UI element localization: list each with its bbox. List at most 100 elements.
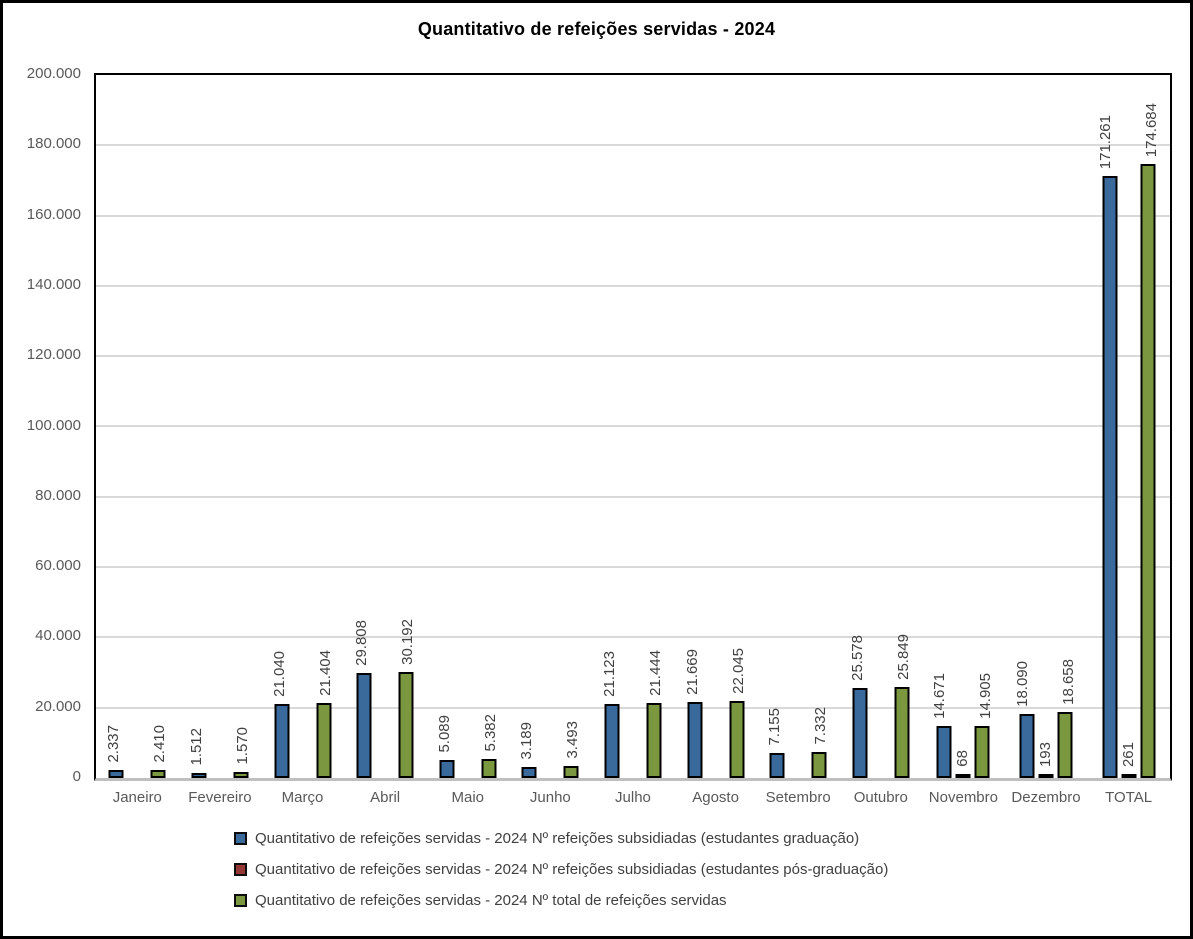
y-tick-label: 60.000 [35, 557, 81, 574]
bar-group [604, 703, 662, 778]
gridline [96, 496, 1170, 498]
category-setembro: 7.155 7.332 [757, 75, 840, 778]
category-agosto: 21.669 22.045 [674, 75, 757, 778]
plot-area: 2.337 2.410 1.512 1.570 21.040 21.404 29.808 30… [94, 73, 1172, 781]
category-row: 2.337 2.410 1.512 1.570 21.040 21.404 29.808 30… [96, 75, 1170, 778]
y-tick-label: 140.000 [26, 276, 81, 293]
bar-series-2-novembro [974, 726, 990, 778]
y-tick-label: 160.000 [26, 206, 81, 223]
legend-item-2: Quantitativo de refeições servidas - 202… [234, 892, 888, 909]
y-tick-label: 120.000 [26, 346, 81, 363]
x-tick-label-maio: Maio [451, 789, 484, 806]
y-axis: 0 20.000 40.000 60.000 80.000 100.000 120.000 1… [3, 65, 87, 785]
bar-series-1-dezembro [1038, 774, 1054, 778]
legend-label: Quantitativo de refeições servidas - 202… [255, 892, 727, 909]
bar-series-2-janeiro [150, 770, 166, 778]
bar-data-label: 14.905 [977, 673, 995, 719]
legend-label: Quantitativo de refeições servidas - 202… [255, 861, 889, 878]
bar-series-2-julho [646, 703, 662, 778]
bar-series-0-agosto [687, 702, 703, 778]
bar-data-label: 3.493 [564, 721, 582, 759]
bar-series-0-abril [356, 673, 372, 778]
bar-data-label: 174.684 [1142, 102, 1160, 157]
bar-group [191, 772, 249, 778]
category-novembro: 14.671 68 14.905 [922, 75, 1005, 778]
bar-series-2-total [1140, 164, 1156, 778]
y-tick-label: 80.000 [35, 487, 81, 504]
bar-series-2-fevereiro [233, 772, 249, 778]
legend-item-0: Quantitativo de refeições servidas - 202… [234, 830, 888, 847]
bar-series-0-fevereiro [191, 773, 207, 778]
x-tick-label-junho: Junho [529, 789, 571, 806]
bar-group [687, 701, 745, 778]
y-tick-label: 0 [72, 768, 81, 785]
x-tick-label-março: Março [281, 789, 324, 806]
bar-data-label: 21.669 [683, 649, 701, 695]
bar-series-0-outubro [852, 688, 868, 778]
legend-marker-icon [234, 832, 247, 845]
bar-series-2-agosto [729, 701, 745, 778]
gridline [96, 707, 1170, 709]
legend-label: Quantitativo de refeições servidas - 202… [255, 830, 860, 847]
bar-data-label: 5.089 [435, 715, 453, 753]
gridline [96, 144, 1170, 146]
bar-data-label: 29.808 [353, 620, 371, 666]
chart-title: Quantitativo de refeições servidas - 202… [417, 19, 776, 39]
bar-data-label: 2.337 [105, 725, 123, 763]
category-total: 171.261 261 174.684 [1087, 75, 1170, 778]
bar-data-label: 171.261 [1096, 114, 1114, 169]
bar-group [108, 770, 166, 778]
category-junho: 3.189 3.493 [509, 75, 592, 778]
x-tick-label-agosto: Agosto [692, 789, 739, 806]
bar-series-2-março [316, 703, 332, 778]
gridline [96, 566, 1170, 568]
x-tick-label-abril: Abril [370, 789, 401, 806]
gridline [96, 355, 1170, 357]
bar-series-2-abril [398, 672, 414, 778]
bar-data-label: 22.045 [729, 648, 747, 694]
legend-marker-icon [234, 894, 247, 907]
bar-group [1019, 712, 1073, 778]
bar-data-label: 30.192 [399, 619, 417, 665]
gridline [96, 285, 1170, 287]
x-tick-label-fevereiro: Fevereiro [188, 789, 252, 806]
bar-series-0-junho [521, 767, 537, 778]
category-dezembro: 18.090 193 18.658 [1005, 75, 1088, 778]
bar-series-0-novembro [936, 726, 952, 778]
bar-data-label: 5.382 [481, 714, 499, 752]
category-janeiro: 2.337 2.410 [96, 75, 179, 778]
x-tick-label-setembro: Setembro [765, 789, 831, 806]
category-julho: 21.123 21.444 [592, 75, 675, 778]
bar-group [1102, 164, 1156, 778]
y-tick-label: 100.000 [26, 417, 81, 434]
bar-series-0-total [1102, 176, 1118, 778]
bar-data-label: 18.090 [1014, 661, 1031, 707]
gridline [96, 425, 1170, 427]
bar-data-label: 1.570 [233, 727, 251, 765]
bar-data-label: 21.444 [646, 650, 664, 696]
y-tick-label: 200.000 [26, 65, 81, 82]
category-fevereiro: 1.512 1.570 [179, 75, 262, 778]
bar-data-label: 2.410 [151, 725, 169, 763]
bar-group [769, 752, 827, 778]
category-maio: 5.089 5.382 [426, 75, 509, 778]
bar-series-2-setembro [811, 752, 827, 778]
bar-series-0-março [274, 704, 290, 778]
gridline [96, 636, 1170, 638]
bar-series-0-setembro [769, 753, 785, 778]
bar-series-2-dezembro [1057, 712, 1073, 778]
x-tick-label-janeiro: Janeiro [112, 789, 162, 806]
bar-data-label: 7.332 [812, 707, 830, 745]
bar-series-0-maio [439, 760, 455, 778]
bar-series-2-maio [481, 759, 497, 778]
bar-group [521, 766, 579, 778]
bar-data-label: 18.658 [1060, 659, 1077, 705]
category-março: 21.040 21.404 [261, 75, 344, 778]
bar-data-label: 14.671 [931, 673, 949, 719]
legend-item-1: Quantitativo de refeições servidas - 202… [234, 861, 888, 878]
bar-group [439, 759, 497, 778]
bar-data-label: 21.404 [316, 650, 334, 696]
bar-series-2-outubro [894, 687, 910, 778]
bar-series-0-dezembro [1019, 714, 1035, 778]
